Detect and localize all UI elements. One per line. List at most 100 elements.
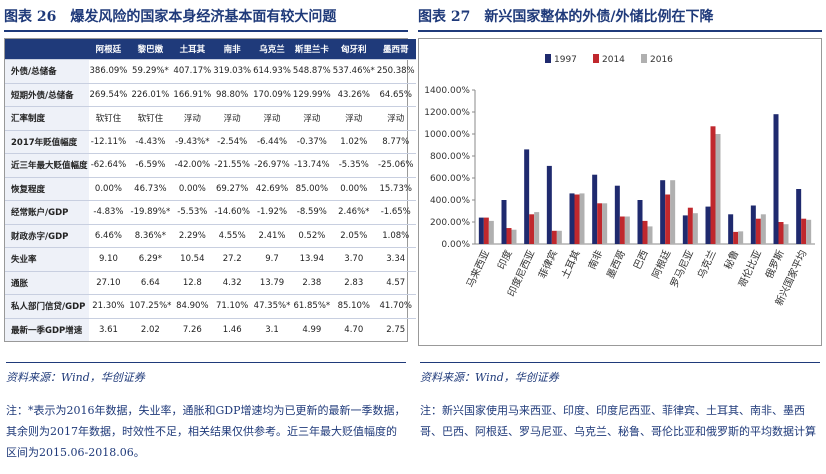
row-label: 最新一季GDP增速: [5, 317, 89, 341]
bar: [710, 126, 716, 244]
chart-box: 0.00% 200.00% 400.00% 600.00% 800.00% 1000.00…: [418, 38, 822, 346]
cell: 浮动: [375, 106, 416, 130]
bar: [614, 185, 620, 244]
title-text: 新兴国家整体的外债/外储比例在下降: [484, 9, 714, 25]
table-box: 阿根廷 黎巴嫩 土耳其 南非 乌克兰 斯里兰卡 匈牙利 墨西哥 外债/总储备 386.09% 59…: [4, 38, 416, 342]
cell: 3.1: [252, 317, 292, 341]
cell: -1.65%: [375, 200, 416, 224]
cell: -6.44%: [252, 129, 292, 154]
cell: 107.25%*: [128, 294, 173, 318]
table-row: 恢复程度 0.00% 46.73% 0.00% 69.27% 42.69% 85.00% 0.…: [5, 176, 416, 201]
table-row: 近三年最大贬值幅度 -62.64% -6.59% -42.00% -21.55% -26.…: [5, 153, 416, 177]
cell: 2.41%: [252, 223, 292, 248]
bar: [647, 226, 653, 244]
legend-label: 2014: [602, 55, 625, 65]
chart: 0.00% 200.00% 400.00% 600.00% 800.00% 1000.00…: [424, 54, 815, 308]
cell: 0.00%: [331, 176, 376, 201]
bar: [488, 220, 494, 244]
figure-label: 图表 27: [418, 9, 471, 25]
cell: 548.87%: [291, 59, 332, 83]
cell: 2.29%: [172, 223, 213, 248]
bar: [692, 213, 698, 244]
x-tick-label: 墨西哥: [604, 248, 628, 280]
column-header: 土耳其: [172, 39, 213, 60]
bar: [682, 215, 688, 244]
cell: 8.77%: [375, 129, 416, 154]
cell: 1.46: [212, 317, 253, 341]
legend-label: 2016: [650, 55, 673, 65]
cell: 3.70: [331, 247, 376, 271]
cell: 13.94: [291, 247, 332, 271]
bar: [728, 214, 734, 244]
bar: [637, 200, 643, 244]
cell: 41.70%: [375, 294, 416, 318]
legend-swatch: [593, 54, 599, 63]
cell: 8.36%*: [128, 223, 173, 248]
row-label: 近三年最大贬值幅度: [5, 153, 89, 177]
bar: [750, 205, 756, 244]
table-row: 失业率 9.10 6.29* 10.54 27.2 9.7 13.94 3.70 3.34: [5, 247, 416, 271]
y-tick-label: 800.00%: [430, 152, 470, 162]
cell: 1.02%: [331, 129, 376, 154]
cell: 4.32: [212, 270, 253, 295]
cell: 2.83: [331, 270, 376, 295]
cell: 0.00%: [172, 176, 213, 201]
cell: 6.46%: [88, 223, 129, 248]
cell: 386.09%: [88, 59, 129, 83]
cell: -4.83%: [88, 200, 129, 224]
y-tick-label: 200.00%: [430, 218, 470, 228]
cell: -25.06%: [375, 153, 416, 177]
left-panel: 图表 26 爆发风险的国家本身经济基本面有较大问题 阿根廷 黎巴嫩 土耳其 南非 乌克兰斯…: [0, 0, 416, 474]
x-tick-label: 俄罗斯: [762, 248, 786, 281]
bar: [551, 230, 557, 244]
cell: -12.11%: [88, 129, 129, 154]
cell: 166.91%: [172, 82, 213, 107]
cell: 129.99%: [291, 82, 332, 107]
cell: -8.59%: [291, 200, 332, 224]
bar: [733, 231, 739, 244]
bar: [597, 203, 603, 244]
bar: [501, 200, 507, 244]
row-label: 失业率: [5, 247, 89, 271]
bar: [534, 212, 540, 244]
cell: 13.79: [252, 270, 292, 295]
cell: 64.65%: [375, 82, 416, 107]
cell: 4.55%: [212, 223, 253, 248]
bar: [778, 222, 784, 244]
cell: 59.29%*: [128, 59, 173, 83]
bar: [511, 229, 517, 244]
bar: [715, 134, 721, 244]
cell: 2.05%: [331, 223, 376, 248]
bar: [619, 216, 625, 244]
column-header: 南非: [212, 39, 253, 60]
cell: -0.37%: [291, 129, 332, 154]
row-label: 私人部门信贷/GDP: [5, 294, 89, 318]
cell: 浮动: [291, 106, 332, 130]
bar: [783, 224, 789, 244]
cell: -2.54%: [212, 129, 253, 154]
column-header: 斯里兰卡: [291, 39, 332, 60]
bar: [483, 217, 489, 244]
title-text: 爆发风险的国家本身经济基本面有较大问题: [70, 9, 337, 25]
y-tick-label: 1000.00%: [424, 130, 470, 140]
cell: 2.02: [128, 317, 173, 341]
cell: 71.10%: [212, 294, 253, 318]
legend-swatch: [545, 54, 551, 63]
table-row: 通胀 27.10 6.64 12.8 4.32 13.79 2.38 2.83 4.57: [5, 270, 416, 295]
bar: [660, 180, 666, 244]
bar: [546, 165, 552, 244]
table-body: 外债/总储备 386.09% 59.29%* 407.17% 319.03% 614.93…: [5, 59, 416, 341]
cell: 47.35%*: [252, 294, 292, 318]
cell: 407.17%: [172, 59, 213, 83]
corner: [5, 39, 89, 60]
cell: -26.97%: [252, 153, 292, 177]
cell: -9.43%*: [172, 129, 213, 154]
cell: -21.55%: [212, 153, 253, 177]
note: 注：新兴国家使用马来西亚、印度、印度尼西亚、菲律宾、土耳其、南非、墨西哥、巴西、…: [420, 404, 816, 438]
cell: 3.34: [375, 247, 416, 271]
cell: 3.61: [88, 317, 129, 341]
x-tick-label: 土耳其: [558, 248, 582, 281]
cell: 170.09%: [252, 82, 292, 107]
cell: 浮动: [212, 106, 253, 130]
cell: 4.57: [375, 270, 416, 295]
